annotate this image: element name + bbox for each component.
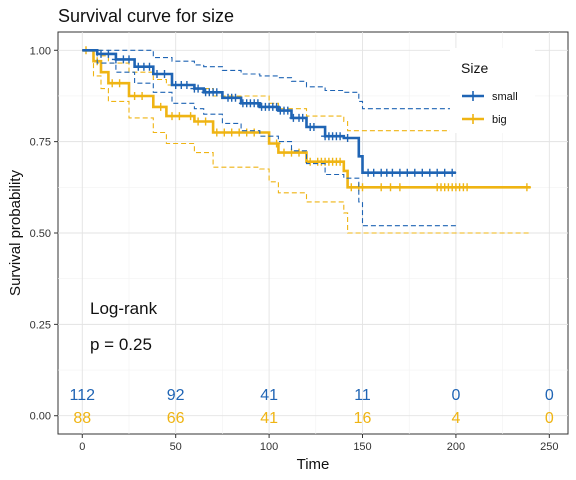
x-tick-label: 250 xyxy=(540,441,558,453)
at-risk-small: 11 xyxy=(354,387,371,404)
censor-mark-big xyxy=(377,183,386,192)
censor-mark-small xyxy=(395,168,404,177)
at-risk-big: 4 xyxy=(451,410,460,427)
censor-mark-small xyxy=(336,132,345,141)
censor-mark-small xyxy=(160,70,169,78)
censor-mark-big xyxy=(250,128,259,137)
censor-mark-small xyxy=(298,113,307,122)
censor-mark-small xyxy=(125,55,133,64)
x-tick-label: 50 xyxy=(170,441,182,453)
curves xyxy=(82,46,531,234)
censor-mark-small xyxy=(309,123,318,131)
at-risk-small: 0 xyxy=(545,387,554,404)
ci-lower-small xyxy=(82,49,456,227)
censor-mark-small xyxy=(97,49,105,58)
ci-upper-big xyxy=(82,49,531,132)
x-axis-title: Time xyxy=(297,456,330,473)
censor-mark-big xyxy=(522,183,531,192)
censor-mark-small xyxy=(104,49,113,58)
censor-mark-big xyxy=(138,92,147,100)
censor-mark-small xyxy=(231,93,240,102)
censor-mark-big xyxy=(242,128,251,137)
censor-mark-small xyxy=(410,168,419,177)
censor-mark-big xyxy=(386,183,395,192)
censor-mark-big xyxy=(336,157,345,166)
censor-mark-small xyxy=(283,106,292,115)
censor-mark-big xyxy=(201,117,210,126)
x-tick-label: 200 xyxy=(447,441,465,453)
censor-mark-big xyxy=(194,117,203,126)
censor-mark-big xyxy=(395,183,404,192)
y-tick-label: 0.75 xyxy=(30,137,51,149)
logrank-label: Log-rank xyxy=(90,299,158,318)
censor-mark-big xyxy=(156,102,165,111)
censor-mark-small xyxy=(194,84,203,93)
at-risk-small: 112 xyxy=(70,387,96,404)
y-axis-title: Survival probability xyxy=(7,170,24,296)
censor-mark-small xyxy=(111,55,120,64)
y-tick-label: 1.00 xyxy=(30,45,51,57)
series-small xyxy=(82,49,457,227)
series-big xyxy=(82,46,531,234)
censor-mark-big xyxy=(130,92,139,100)
ci-upper-small xyxy=(82,49,456,110)
at-risk-small: 92 xyxy=(167,387,185,404)
censor-mark-small xyxy=(182,81,191,89)
censor-mark-big xyxy=(272,139,281,148)
censor-mark-small xyxy=(369,168,378,177)
x-tick-label: 150 xyxy=(353,441,371,453)
chart-title: Survival curve for size xyxy=(58,6,234,26)
censor-mark-small xyxy=(388,168,397,177)
x-tick-label: 100 xyxy=(260,441,278,453)
at-risk-small: 41 xyxy=(260,387,278,404)
censor-mark-small xyxy=(418,168,427,177)
censor-mark-small xyxy=(448,168,457,177)
x-tick-label: 0 xyxy=(79,441,85,453)
censor-mark-big xyxy=(347,183,356,192)
censor-mark-big xyxy=(220,128,229,137)
axes: 0 50 100 150 200 250 0.00 0.25 0.50 0.75 1.00 xyxy=(30,45,559,453)
censor-mark-big xyxy=(295,148,303,157)
censor-mark-small xyxy=(253,99,262,108)
censor-mark-big xyxy=(168,112,176,121)
at-risk-big: 88 xyxy=(73,410,91,427)
at-risk-big: 16 xyxy=(354,410,372,427)
legend-title: Size xyxy=(461,60,488,76)
y-tick-label: 0.50 xyxy=(30,228,51,240)
p-value-label: p = 0.25 xyxy=(90,335,152,354)
censor-mark-small xyxy=(440,168,449,177)
censor-mark-big xyxy=(108,79,117,88)
censor-mark-small xyxy=(425,168,434,177)
censor-mark-small xyxy=(343,134,352,142)
censor-mark-small xyxy=(153,70,161,78)
legend-label-big: big xyxy=(492,114,507,126)
censor-mark-big xyxy=(280,148,288,157)
censor-mark-big xyxy=(358,183,367,192)
censor-mark-big xyxy=(227,128,236,137)
at-risk-big: 66 xyxy=(167,410,185,427)
censor-mark-small xyxy=(212,88,221,97)
censor-mark-big xyxy=(175,112,184,121)
y-tick-label: 0.25 xyxy=(30,319,51,331)
legend: Size small big xyxy=(450,48,535,133)
at-risk-big: 0 xyxy=(545,410,554,427)
censor-mark-small xyxy=(145,62,154,71)
censor-mark-small xyxy=(433,168,442,177)
censor-mark-big xyxy=(463,183,472,192)
censor-mark-big xyxy=(186,112,195,121)
censor-mark-small xyxy=(403,168,412,177)
censor-mark-big xyxy=(115,79,124,88)
censor-mark-big xyxy=(306,157,315,166)
at-risk-big: 41 xyxy=(260,410,278,427)
legend-label-small: small xyxy=(492,91,518,103)
at-risk-small: 0 xyxy=(451,387,460,404)
y-tick-label: 0.00 xyxy=(30,411,51,423)
censor-mark-big xyxy=(235,128,244,137)
risk-table: 112 92 41 11 0 0 88 66 41 16 4 0 xyxy=(70,387,554,427)
censor-mark-small xyxy=(272,102,281,111)
censor-mark-big xyxy=(212,128,221,137)
